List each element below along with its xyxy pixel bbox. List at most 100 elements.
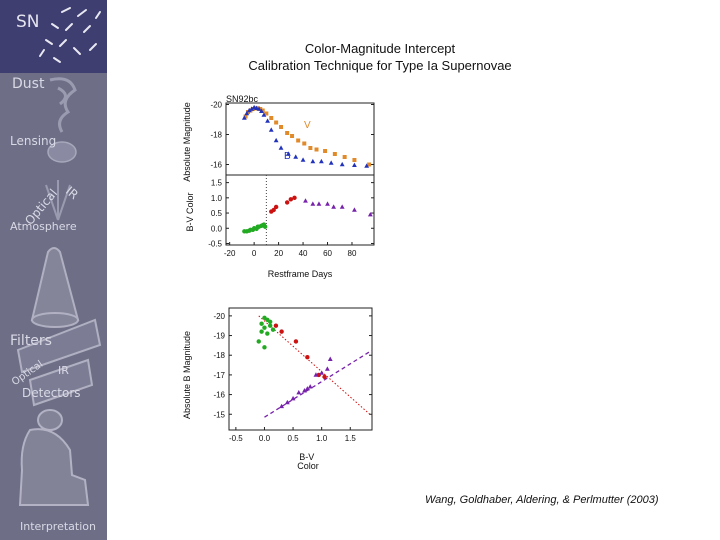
v-band-point — [279, 125, 284, 129]
color-curve-ytick-label: 0.0 — [211, 224, 223, 233]
light-curve-ytick-label: -18 — [210, 131, 222, 140]
color-curve-point-late — [331, 204, 337, 209]
color-magnitude-ytick-label: -20 — [213, 312, 225, 321]
sidebar-label-dust: Dust — [12, 76, 45, 92]
color-magnitude-point-late — [290, 395, 296, 401]
color-magnitude-point-early — [262, 325, 267, 330]
color-curve-xtick-label: 20 — [274, 249, 283, 258]
color-magnitude-ylabel-text: Absolute B Magnitude — [182, 331, 192, 419]
b-band-point — [246, 107, 252, 113]
b-band-point — [265, 118, 270, 123]
color-magnitude-xtick-label: -0.5 — [229, 434, 243, 443]
sidebar-label-atmosphere: Atmosphere — [10, 220, 77, 233]
b-band-point — [328, 160, 334, 165]
slide-title: Color-Magnitude Intercept Calibration Te… — [230, 40, 530, 74]
v-band-point — [367, 162, 372, 167]
sidebar-label-filters: Filters — [10, 333, 52, 349]
color-curve-xtick-label: 80 — [348, 249, 357, 258]
color-curve-point-middle — [292, 195, 297, 201]
color-magnitude-frame — [228, 307, 373, 431]
b-band-point — [339, 161, 345, 167]
color-magnitude-point-early — [256, 339, 261, 344]
color-curve-xtick-label: -20 — [224, 249, 236, 258]
color-magnitude-point-middle — [273, 323, 279, 328]
color-curve-frame — [225, 174, 375, 246]
color-magnitude-point-late — [324, 366, 330, 371]
b-band-point — [364, 163, 370, 168]
color-magnitude-point-early — [265, 331, 270, 336]
v-band-point — [314, 147, 319, 152]
b-band-point — [310, 158, 316, 164]
sidebar-artwork — [16, 7, 102, 506]
b-band-point — [268, 127, 274, 132]
color-magnitude-point-middle — [279, 329, 284, 334]
title-line-1: Color-Magnitude Intercept — [304, 41, 456, 56]
color-curve-xtick-label: 40 — [299, 249, 308, 258]
color-magnitude-xtick-label: 0.0 — [259, 434, 271, 443]
color-curve-ylabel: B-V Color — [185, 192, 195, 231]
light-curve-ytick-label: -16 — [210, 161, 222, 170]
color-magnitude-point-late — [307, 384, 313, 389]
lensing-icon — [47, 141, 77, 163]
color-curve-xlabel: Restframe Days — [268, 269, 333, 279]
color-curve-point-late — [339, 204, 345, 209]
sidebar-label-lensing: Lensing — [10, 134, 57, 148]
light-curve-ylabel-text: Absolute Magnitude — [182, 102, 192, 182]
v-band-label: V — [304, 120, 311, 131]
v-band-point — [260, 108, 265, 113]
color-magnitude-point-late — [304, 386, 310, 391]
v-band-point — [332, 152, 337, 156]
color-curve-ytick-label: 0.5 — [211, 209, 223, 218]
b-band-point — [285, 151, 291, 156]
sparkle-icon — [39, 7, 101, 63]
color-curve-point-late — [316, 201, 322, 206]
color-curve-point-late — [352, 207, 357, 212]
sidebar: SN Dust Lensing Optical IR Atmosphere Fi… — [0, 0, 107, 540]
b-band-point — [249, 106, 255, 111]
sidebar-label-ir-2: IR — [58, 364, 69, 377]
dust-icon — [49, 77, 77, 133]
color-magnitude-point-late — [313, 372, 319, 377]
v-band-point — [296, 138, 301, 143]
v-band-point — [302, 141, 307, 146]
b-band-point — [256, 106, 262, 111]
v-band-point — [290, 134, 295, 138]
color-magnitude-point-late — [302, 388, 307, 393]
v-band-point — [274, 120, 279, 125]
color-curve-point-early — [262, 224, 268, 229]
color-magnitude-point-late — [327, 356, 333, 361]
color-magnitude-ytick-label: -16 — [213, 391, 225, 400]
color-curve-point-middle — [271, 207, 276, 213]
color-magnitude-point-middle — [322, 374, 327, 380]
red-dotted-fit — [258, 315, 373, 417]
color-magnitude-point-early — [267, 319, 273, 324]
v-band-point — [342, 155, 347, 159]
color-magnitude-point-late — [296, 390, 302, 395]
sidebar-label-sn: SN — [16, 12, 40, 32]
color-curve-point-late — [310, 201, 316, 206]
color-curve-point-middle — [273, 204, 279, 210]
color-magnitude-ytick-label: -15 — [213, 410, 225, 419]
color-magnitude-ytick-label: -17 — [213, 371, 225, 380]
object-label: SN92bc — [226, 94, 259, 104]
color-curve-point-late — [325, 201, 330, 206]
filter-icon — [16, 318, 102, 407]
telescope-icon — [30, 247, 80, 328]
b-band-point — [261, 112, 267, 117]
color-magnitude-point-late — [284, 399, 290, 405]
color-magnitude-xlabel: B-V Color — [297, 452, 319, 471]
color-magnitude-xtick-label: 1.5 — [345, 434, 357, 443]
color-curve-ytick-label: 1.5 — [211, 179, 223, 188]
color-magnitude-point-early — [259, 321, 264, 326]
color-magnitude-point-late — [279, 403, 285, 409]
color-curve-xtick-label: 60 — [323, 249, 332, 258]
color-magnitude-xtick-label: 0.5 — [288, 434, 300, 443]
color-magnitude-point-early — [259, 329, 264, 334]
color-curve-point-middle — [284, 200, 290, 205]
color-magnitude-point-middle — [305, 354, 310, 360]
b-band-point — [273, 137, 279, 143]
v-band-point — [308, 146, 313, 150]
optical-ir-icon — [45, 180, 71, 221]
b-band-point — [293, 154, 299, 159]
